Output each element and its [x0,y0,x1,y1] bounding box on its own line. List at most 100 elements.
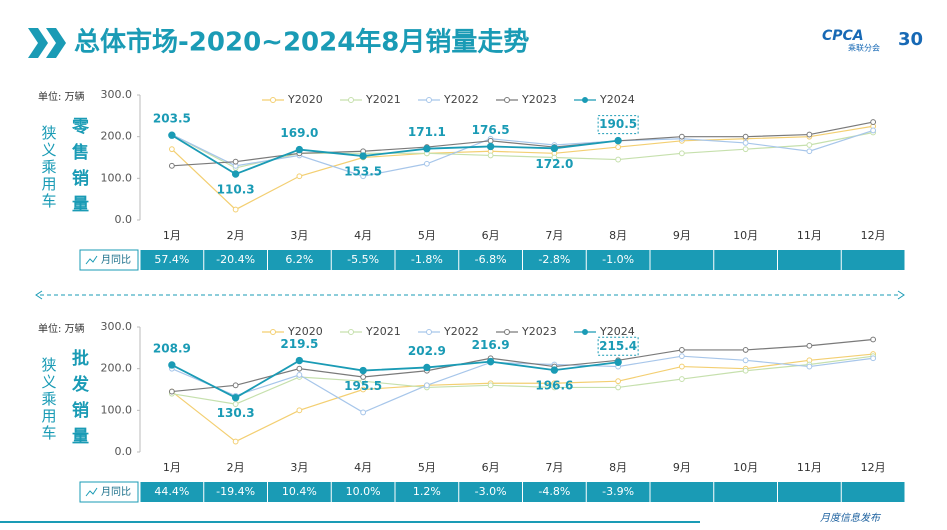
point [615,144,622,150]
point [614,358,622,366]
point [359,152,367,160]
series-line [171,125,874,211]
point [806,148,813,155]
mom-header [79,481,139,503]
y-tick-label: 300.0 [101,88,133,101]
mom-cell [395,250,459,270]
chart-title: 批发销量 [68,348,90,453]
data-label: 172.0 [535,157,573,171]
mom-cell [841,250,905,270]
point [295,145,304,154]
point [487,137,494,144]
series-line [171,134,619,176]
unit-label: 单位: 万辆 [38,90,85,103]
point [232,401,239,407]
logo-brand: CPCA [822,28,864,44]
point [168,388,175,395]
data-label: 216.9 [472,338,510,352]
data-label: 176.5 [472,123,510,137]
mom-value: -20.4% [216,253,255,266]
x-tick-label: 11月 [797,229,822,242]
point [742,146,749,153]
point [360,173,367,180]
point [678,376,685,382]
point [360,374,367,380]
x-tick-label: 3月 [290,461,308,474]
mom-value: -19.4% [216,485,255,498]
mom-cell [841,482,905,502]
x-tick-label: 5月 [418,461,436,474]
mom-cell [650,250,714,270]
arrow [35,290,43,300]
point [295,356,304,365]
y-tick-label: 0.0 [115,445,133,458]
mom-cell [778,250,841,270]
mom-value: 57.4% [154,253,189,266]
mom-label: 月同比 [101,486,131,498]
series-line [171,353,874,443]
point [168,361,176,369]
point [870,355,877,362]
mom-cell [268,250,331,270]
point [168,146,175,153]
x-tick-label: 12月 [861,461,886,474]
y-tick-label: 100.0 [101,171,133,184]
point [742,140,749,146]
mom-value: 44.4% [154,485,189,498]
point [678,353,685,360]
point [486,142,495,151]
mom-value: -1.0% [602,253,634,266]
point [742,367,749,374]
point [231,394,240,402]
mom-cell [650,482,714,502]
point [550,366,559,374]
point [678,347,685,353]
point [360,386,367,393]
point [168,162,175,169]
series-line [171,131,874,169]
mom-value: 1.2% [413,485,441,498]
series-line [171,129,874,177]
legend-label: Y2020 [287,325,323,338]
point [806,131,813,138]
x-tick-label: 8月 [609,229,627,242]
series-line [171,359,619,399]
mom-cell [395,482,459,502]
data-label: 203.5 [153,112,191,126]
point [614,136,622,145]
legend-marker [504,329,510,335]
legend-label: Y2022 [443,93,479,106]
point [423,382,430,389]
x-tick-label: 11月 [797,461,822,474]
label-box [597,115,639,135]
point [806,142,813,148]
point [806,342,813,349]
point [168,131,176,139]
data-label: 196.6 [535,379,573,393]
data-label: 153.5 [344,165,382,179]
unit-label: 单位: 万辆 [38,322,85,335]
mom-cell [331,250,395,270]
data-label: 202.9 [408,344,446,358]
mom-cell [523,482,586,502]
point [742,133,749,140]
point [551,154,558,161]
mom-cell [140,250,204,270]
x-tick-label: 8月 [609,461,627,474]
point [487,152,494,159]
point [615,378,622,385]
point [231,170,240,178]
mom-cell [778,482,841,502]
x-tick-label: 4月 [354,229,372,242]
data-label: 219.5 [280,337,318,351]
mom-value: -3.0% [475,485,507,498]
x-tick-label: 10月 [733,229,758,242]
legend-label: Y2021 [365,325,401,338]
logo-org: 乘联分会 [848,43,880,53]
data-label: 171.1 [408,125,446,139]
point [742,357,749,364]
legend-marker [582,97,588,103]
point [296,407,303,414]
x-tick-label: 2月 [227,229,245,242]
